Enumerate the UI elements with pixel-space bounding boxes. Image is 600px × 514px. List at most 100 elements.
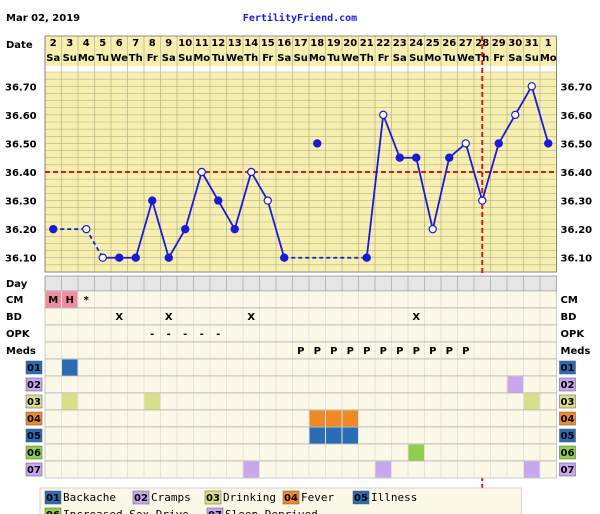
opk-value: -	[150, 329, 154, 340]
legend-chip	[282, 490, 300, 505]
meds-value: P	[314, 346, 321, 357]
meds-value: P	[347, 346, 354, 357]
meds-value: P	[413, 346, 420, 357]
date-row-label: Date	[6, 40, 33, 51]
meds-value: P	[462, 346, 469, 357]
temp-point	[181, 224, 190, 234]
series-line	[200, 171, 220, 202]
series-line	[481, 143, 500, 201]
weekday-label: Sa	[508, 53, 522, 64]
legend-code: 04	[284, 493, 298, 504]
date-number: 2	[50, 38, 57, 49]
meds-value: P	[363, 346, 370, 357]
symptom-mark	[524, 461, 540, 478]
date-number: 11	[195, 38, 209, 49]
day-row-label: Day	[6, 279, 28, 290]
symptom-code-chip-right	[559, 445, 576, 460]
symptom-row-bg	[44, 375, 557, 394]
legend-code: 07	[208, 510, 222, 514]
site-link[interactable]: FertilityFriend.com	[243, 12, 357, 24]
temp-point	[445, 153, 454, 162]
date-number: 25	[426, 38, 440, 49]
y-tick-left: 36.20	[5, 225, 37, 236]
symptom-mark	[243, 461, 259, 478]
meds-value: P	[330, 346, 337, 357]
chart-grid	[44, 35, 557, 273]
y-tick-right: 36.20	[561, 225, 593, 236]
series-line	[497, 114, 517, 144]
temp-point	[511, 110, 520, 120]
opk-value: -	[167, 329, 171, 340]
y-tick-left: 36.40	[5, 168, 37, 179]
symptom-code-chip-right	[559, 428, 576, 443]
symptom-code-left: 05	[27, 431, 41, 442]
series-line	[217, 200, 236, 230]
bd-label-left: BD	[6, 312, 22, 323]
y-tick-right: 36.70	[561, 82, 593, 93]
weekday-label: Mo	[193, 53, 210, 64]
date-number: 26	[442, 38, 456, 49]
symptom-code-chip-left	[25, 394, 43, 409]
date-number: 4	[83, 38, 90, 49]
opk-value: -	[183, 329, 187, 340]
weekday-label: Fr	[147, 53, 158, 64]
bd-value: X	[412, 312, 420, 323]
weekday-label: Sa	[393, 53, 407, 64]
legend-chip	[44, 490, 62, 505]
date-number: 21	[360, 38, 374, 49]
weekday-label: Mo	[309, 53, 326, 64]
weekday-label: Sa	[46, 53, 60, 64]
weekday-label: Mo	[78, 53, 95, 64]
legend-chip	[44, 507, 62, 514]
symptom-mark	[62, 359, 78, 376]
temp-point	[544, 139, 553, 148]
legend-label: Increased Sex Drive	[63, 508, 189, 514]
symptom-mark	[309, 427, 325, 444]
bd-label-right: BD	[561, 312, 577, 323]
weekday-label: Su	[409, 53, 423, 64]
temp-point	[214, 196, 223, 205]
date-number: 24	[409, 38, 423, 49]
series-line	[167, 228, 187, 259]
day-row-bg	[44, 275, 557, 292]
y-tick-right: 36.60	[561, 111, 593, 122]
symptom-row-bg	[44, 358, 557, 377]
date-number: 30	[508, 38, 522, 49]
cm-value: M	[48, 295, 58, 306]
temp-point	[428, 224, 437, 234]
legend-code: 02	[134, 493, 148, 504]
weekday-label: Th	[244, 53, 258, 64]
temp-point	[230, 224, 239, 234]
weekday-label: We	[457, 53, 475, 64]
symptom-row-bg	[44, 426, 557, 445]
cm-cell-fill	[45, 291, 61, 308]
symptom-mark	[326, 410, 342, 427]
y-tick-right: 36.50	[561, 139, 593, 150]
legend-label: Sleep Deprived	[225, 508, 318, 514]
temp-point	[164, 253, 173, 262]
symptom-code-left: 02	[27, 380, 41, 391]
legend-code: 01	[46, 493, 60, 504]
weekday-label: Tu	[443, 53, 456, 64]
weekday-label: Th	[360, 53, 374, 64]
y-tick-left: 36.10	[5, 254, 37, 265]
temp-point	[98, 253, 107, 262]
symptom-code-chip-left	[25, 360, 43, 375]
series-line	[431, 157, 451, 230]
meds-value: P	[380, 346, 387, 357]
symptom-mark	[62, 393, 78, 410]
y-tick-right: 36.40	[561, 168, 593, 179]
legend-chip	[206, 507, 224, 514]
temp-point	[362, 253, 371, 262]
symptom-mark	[309, 410, 325, 427]
legend-label: Fever	[301, 491, 334, 504]
weekday-label: Sa	[162, 53, 176, 64]
legend-chip	[132, 490, 150, 505]
symptom-code-right: 01	[561, 363, 575, 374]
chart-date: Mar 02, 2019	[6, 13, 80, 24]
date-number: 29	[492, 38, 506, 49]
symptom-mark	[507, 376, 523, 393]
symptom-row-bg	[44, 460, 557, 479]
date-number: 22	[376, 38, 390, 49]
bd-value: X	[165, 312, 173, 323]
